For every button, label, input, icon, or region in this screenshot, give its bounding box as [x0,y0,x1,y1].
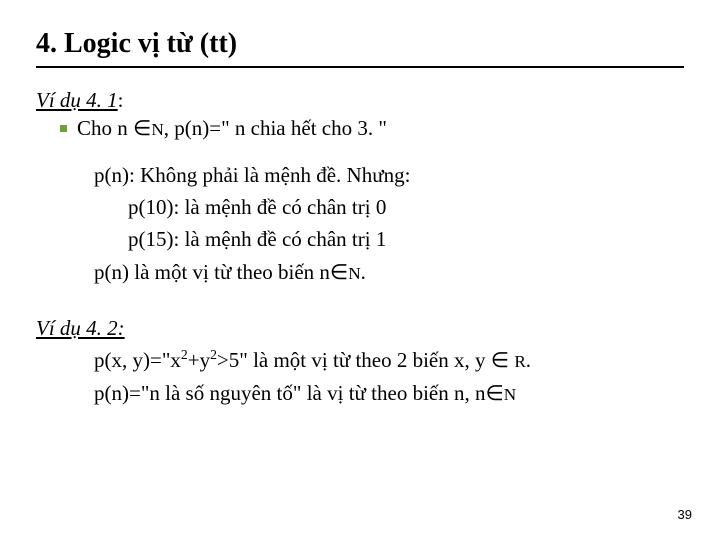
example-1-given: Cho n ∈N, p(n)=" n chia hết cho 3. " [60,114,684,142]
ex2-l2a: p(n)="n là số nguyên tố" là vị từ theo b… [94,381,485,405]
example-2-label-text: Ví dụ 4. 2: [36,316,125,340]
elem-symbol: ∈ [133,116,151,140]
elem-symbol: ∈ [485,381,503,405]
ex2-l1b: +y [188,348,210,372]
set-n: N [348,264,360,283]
example-1-label-text: Ví dụ 4. 1 [36,88,118,112]
set-n: N [151,120,163,139]
example-1-label: Ví dụ 4. 1: [36,86,684,114]
elem-symbol: ∈ [491,348,509,372]
ex1-line1-post: , p(n)=" n chia hết cho 3. " [164,116,387,140]
ex1-line2: p(n): Không phải là mệnh đề. Nhưng: [94,161,684,189]
page-number: 39 [678,507,692,522]
ex1-line5-pre: p(n) là một vị từ theo biến n [94,260,330,284]
ex1-line1-pre: Cho n [77,116,133,140]
ex2-l1c: >5" là một vị từ theo 2 biến x, y [217,348,491,372]
sup-2: 2 [210,347,217,362]
ex1-line5-post: . [361,260,366,284]
ex1-line4: p(15): là mệnh đề có chân trị 1 [128,225,684,253]
example-2-label: Ví dụ 4. 2: [36,314,684,342]
set-r: R [514,352,525,371]
ex1-line3: p(10): là mệnh đề có chân trị 0 [128,193,684,221]
bullet-icon [60,125,67,132]
sup-2: 2 [181,347,188,362]
ex2-line1: p(x, y)="x2+y2>5" là một vị từ theo 2 bi… [94,346,684,374]
elem-symbol: ∈ [330,260,348,284]
ex1-line5: p(n) là một vị từ theo biến n∈N. [94,258,684,286]
ex2-l1d: . [526,348,531,372]
set-n: N [504,385,516,404]
slide-body: Ví dụ 4. 1: Cho n ∈N, p(n)=" n chia hết … [36,86,684,407]
ex2-l1a: p(x, y)="x [94,348,181,372]
ex2-line2: p(n)="n là số nguyên tố" là vị từ theo b… [94,379,684,407]
example-1-colon: : [118,88,124,112]
slide-title: 4. Logic vị từ (tt) [36,28,684,68]
